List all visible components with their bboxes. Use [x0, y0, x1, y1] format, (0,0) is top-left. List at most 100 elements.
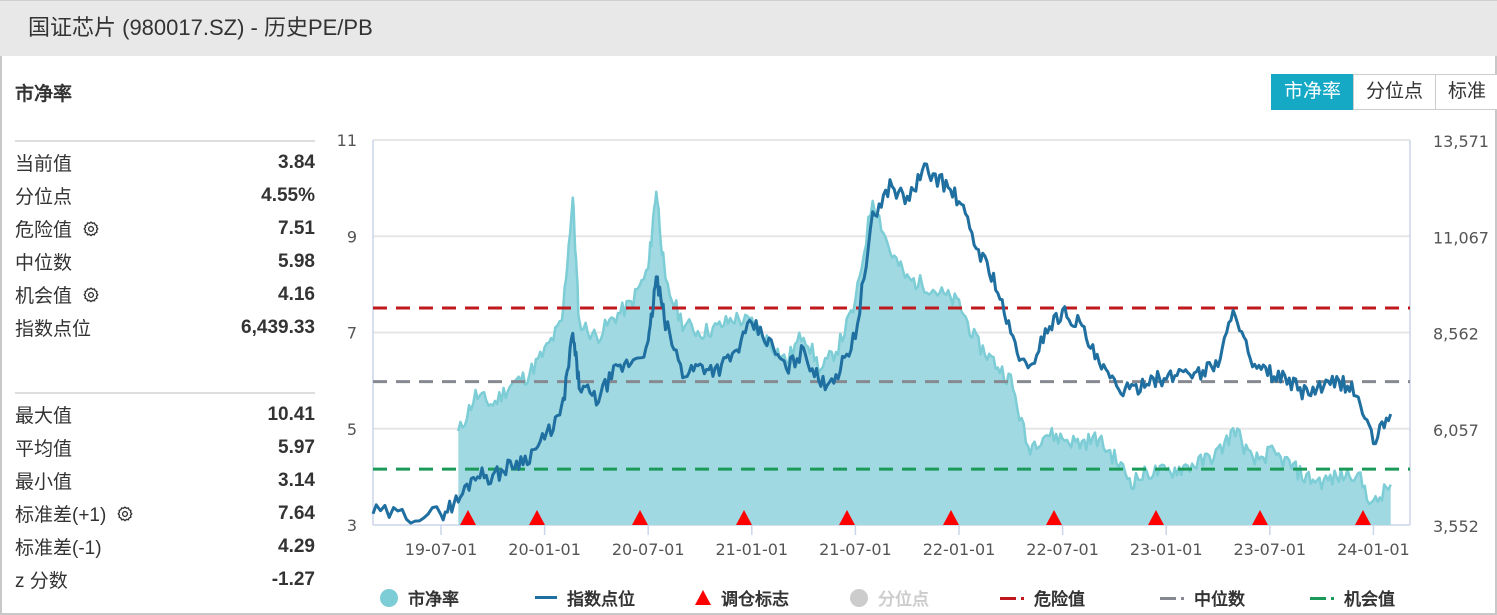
tab-percentile[interactable]: 分位点: [1353, 74, 1437, 110]
index-line: [371, 162, 1393, 525]
legend-label: 中位数: [1194, 590, 1245, 609]
title-bar: 国证芯片 (980017.SZ) - 历史PE/PB: [0, 0, 1497, 56]
stat-row: 危险值 7.51: [15, 212, 315, 245]
x-axis-tick: 22-01-01: [923, 540, 996, 559]
stat-row: z 分数 -1.27: [15, 563, 315, 596]
legend-item[interactable]: 危险值: [1000, 585, 1085, 610]
rebalance-marker-icon: [632, 510, 648, 525]
tab-pb[interactable]: 市净率: [1271, 74, 1355, 110]
stat-label-text: 机会值: [15, 286, 73, 307]
rebalance-marker-icon: [529, 510, 545, 525]
stat-label-text: 中位数: [15, 253, 73, 274]
stat-value: 10.41: [267, 403, 315, 425]
legend-label: 机会值: [1344, 590, 1395, 609]
line-icon: [535, 596, 557, 599]
rebalance-marker-icon: [1355, 510, 1371, 525]
stat-label: 中位数: [15, 248, 72, 275]
stat-row: 最小值 3.14: [15, 464, 315, 497]
stat-label: 当前值: [15, 149, 72, 176]
stat-label: 分位点: [15, 182, 72, 209]
x-axis-tick: 21-01-01: [715, 540, 788, 559]
stat-label-text: 标准差(+1): [15, 505, 107, 526]
stat-label: 标准差(+1): [15, 500, 134, 527]
stat-label-text: 危险值: [15, 220, 73, 241]
stat-value: 3.14: [278, 469, 315, 491]
divider: [15, 140, 315, 142]
stat-label-text: 标准差(-1): [15, 538, 102, 559]
tab-std[interactable]: 标准: [1435, 74, 1497, 110]
stat-row: 指数点位 6,439.33: [15, 311, 315, 344]
stat-label: 危险值: [15, 215, 100, 242]
x-axis-tick: 23-01-01: [1130, 540, 1203, 559]
legend-item[interactable]: 指数点位: [535, 585, 635, 610]
stat-label-text: 当前值: [15, 154, 73, 175]
stat-label: 标准差(-1): [15, 533, 102, 560]
stat-row: 分位点 4.55%: [15, 179, 315, 212]
legend-label: 调仓标志: [721, 590, 789, 609]
stat-value: 5.98: [278, 250, 315, 272]
dash-icon: [1000, 588, 1024, 608]
x-axis-tick: 20-07-01: [612, 540, 685, 559]
right-axis-tick: 3,552: [1433, 517, 1479, 536]
stat-label-text: 指数点位: [15, 319, 92, 340]
stat-value: 4.16: [278, 283, 315, 305]
rebalance-marker-icon: [736, 510, 752, 525]
stats-current: 当前值 3.84 分位点 4.55% 危险值 7.51 中位数 5.98 机会值 4.16 指数点位…: [15, 140, 315, 344]
stat-label: z 分数: [15, 566, 68, 593]
dash-icon: [1310, 588, 1334, 608]
right-axis-tick: 8,562: [1433, 325, 1479, 344]
stat-row: 中位数 5.98: [15, 245, 315, 278]
stat-row: 机会值 4.16: [15, 278, 315, 311]
stats-summary: 最大值 10.41 平均值 5.97 最小值 3.14 标准差(+1) 7.64 标准差(-1)…: [15, 392, 315, 596]
stat-row: 最大值 10.41: [15, 398, 315, 431]
page-title: 国证芯片 (980017.SZ) - 历史PE/PB: [28, 15, 373, 40]
stat-value: 4.55%: [261, 184, 315, 206]
legend-item[interactable]: 调仓标志: [695, 585, 789, 610]
stat-label: 机会值: [15, 281, 100, 308]
rebalance-marker-icon: [460, 510, 476, 525]
stat-value: 4.29: [278, 535, 315, 557]
left-axis-tick: 5: [347, 420, 357, 439]
left-axis-tick: 11: [337, 131, 357, 150]
left-axis-tick: 3: [347, 516, 357, 535]
x-axis-tick: 19-07-01: [405, 540, 478, 559]
stat-value: 6,439.33: [241, 316, 315, 338]
stat-label-text: 分位点: [15, 187, 73, 208]
pb-line: [457, 190, 1392, 506]
circle-icon: [380, 588, 398, 607]
legend-label: 市净率: [408, 590, 459, 609]
circle-icon: [850, 588, 868, 607]
gear-icon[interactable]: [116, 505, 134, 523]
legend-label: 危险值: [1034, 590, 1085, 609]
stat-label-text: 最小值: [15, 472, 73, 493]
legend-item[interactable]: 中位数: [1160, 585, 1245, 610]
stat-label-text: 最大值: [15, 406, 73, 427]
stat-label-text: z 分数: [15, 571, 68, 592]
divider: [15, 392, 315, 394]
stat-row: 当前值 3.84: [15, 146, 315, 179]
pb-chart: 3 5 7 9 11 3,552 6,057 8,562 11,067 13,571 19-07-0…: [330, 125, 1497, 575]
stat-label-text: 平均值: [15, 439, 73, 460]
legend-label: 指数点位: [567, 590, 635, 609]
legend-item[interactable]: 市净率: [380, 585, 459, 610]
gear-icon[interactable]: [82, 286, 100, 304]
legend-item[interactable]: 机会值: [1310, 585, 1395, 610]
gear-icon[interactable]: [82, 220, 100, 238]
dash-icon: [1160, 588, 1184, 608]
rebalance-marker-icon: [1252, 510, 1268, 525]
stat-label: 平均值: [15, 434, 72, 461]
triangle-icon: [695, 590, 711, 605]
stat-label: 指数点位: [15, 314, 91, 341]
x-axis-tick: 24-01-01: [1337, 540, 1410, 559]
stat-value: 7.51: [278, 217, 315, 239]
chart-canvas: 3 5 7 9 11 3,552 6,057 8,562 11,067 13,571 19-07-0…: [337, 131, 1489, 559]
stat-value: -1.27: [271, 568, 315, 590]
stat-label: 最小值: [15, 467, 72, 494]
legend-item[interactable]: 分位点: [850, 585, 929, 610]
stat-row: 平均值 5.97: [15, 431, 315, 464]
rebalance-marker-icon: [1046, 510, 1062, 525]
rebalance-marker-icon: [943, 510, 959, 525]
section-title: 市净率: [15, 84, 73, 105]
rebalance-marker-icon: [1148, 510, 1164, 525]
